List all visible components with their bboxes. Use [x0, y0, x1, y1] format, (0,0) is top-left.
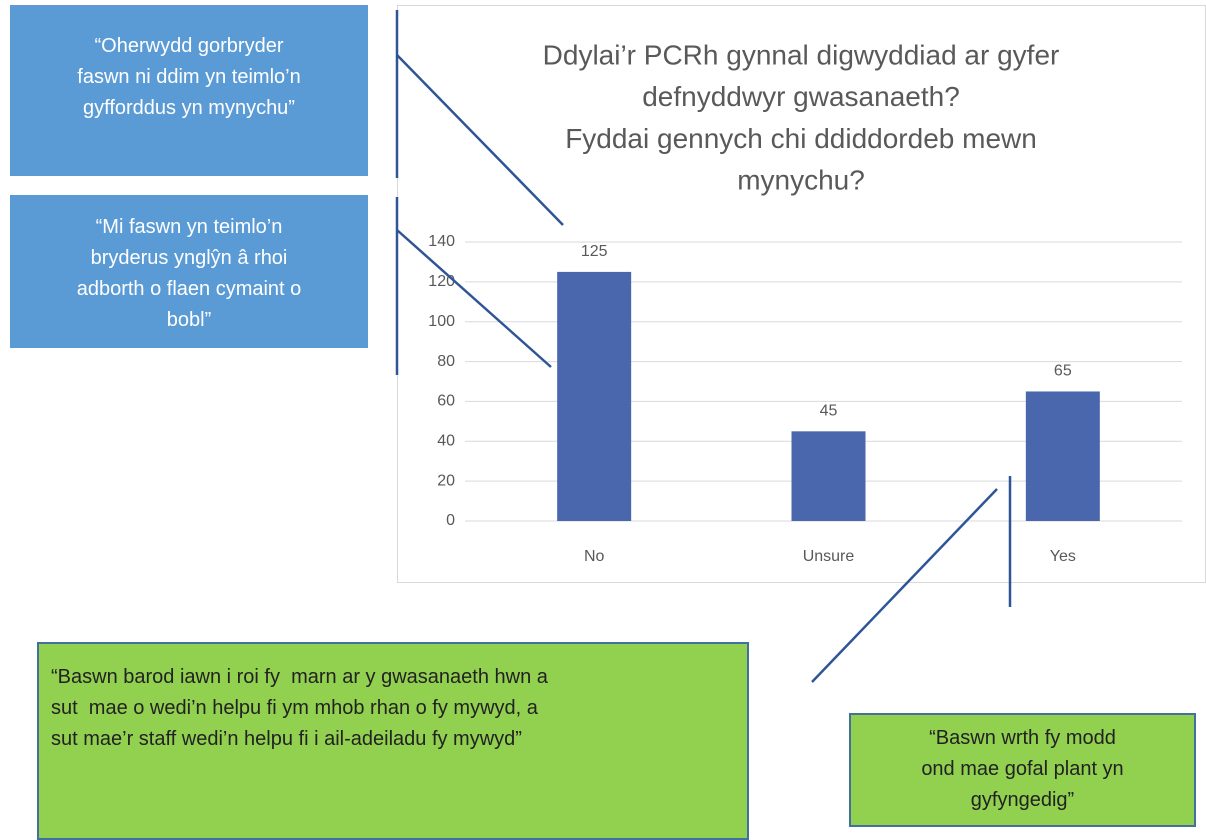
y-tick-label: 80 [437, 353, 455, 370]
chart-title-line: Fyddai gennych chi ddiddordeb mewn [565, 123, 1037, 154]
y-tick-label: 60 [437, 393, 455, 410]
y-tick-label: 40 [437, 433, 455, 450]
chart-title-line: Ddylai’r PCRh gynnal digwyddiad ar gyfer [543, 39, 1060, 70]
y-tick-label: 100 [428, 313, 455, 330]
callout-line: gyfforddus yn mynychu” [83, 97, 295, 119]
y-tick-label: 120 [428, 273, 455, 290]
y-tick-label: 20 [437, 472, 455, 489]
callout-line: sut mae o wedi’n helpu fi ym mhob rhan o… [51, 697, 538, 719]
x-tick-label: Unsure [803, 548, 855, 565]
callout-line: “Mi faswn yn teimlo’n [95, 216, 283, 238]
callout-line: adborth o flaen cymaint o [76, 278, 302, 300]
callout: “Oherwydd gorbryder faswn ni ddim yn teim… [10, 5, 368, 176]
callout-line: faswn ni ddim yn teimlo’n [77, 66, 301, 88]
callout-line: “Baswn wrth fy modd [929, 727, 1116, 749]
chart-title-line: defnyddwyr gwasanaeth? [642, 81, 960, 112]
data-label: 45 [820, 403, 838, 420]
callout-line: “Oherwydd gorbryder [94, 35, 284, 57]
bar [791, 431, 866, 521]
y-tick-label: 0 [446, 512, 455, 529]
data-label: 125 [581, 243, 608, 260]
bar [1025, 391, 1100, 521]
callout-line: ond mae gofal plant yn [921, 758, 1124, 780]
callout: “Mi faswn yn teimlo’n bryderus ynglŷn â r… [10, 195, 368, 348]
callout-line: gyfyngedig” [970, 789, 1075, 811]
callout-line: bobl” [166, 309, 212, 331]
x-tick-label: Yes [1050, 548, 1076, 565]
bar [557, 271, 632, 521]
chart-title: Ddylai’r PCRh gynnal digwyddiad ar gyfer… [543, 39, 1060, 195]
callout-line: sut mae’r staff wedi’n helpu fi i ail-ad… [51, 728, 522, 750]
x-tick-label: No [584, 548, 605, 565]
callout-line: “Baswn barod iawn i roi fy marn ar y gwa… [51, 666, 548, 688]
y-tick-label: 140 [428, 233, 455, 250]
data-label: 65 [1054, 363, 1072, 380]
callout-line: bryderus ynglŷn â rhoi [90, 247, 288, 269]
callout: “Baswn barod iawn i roi fy marn ar y gwa… [37, 642, 749, 840]
callout: “Baswn wrth fy modd ond mae gofal plant y… [849, 713, 1196, 827]
chart-title-line: mynychu? [737, 164, 865, 195]
